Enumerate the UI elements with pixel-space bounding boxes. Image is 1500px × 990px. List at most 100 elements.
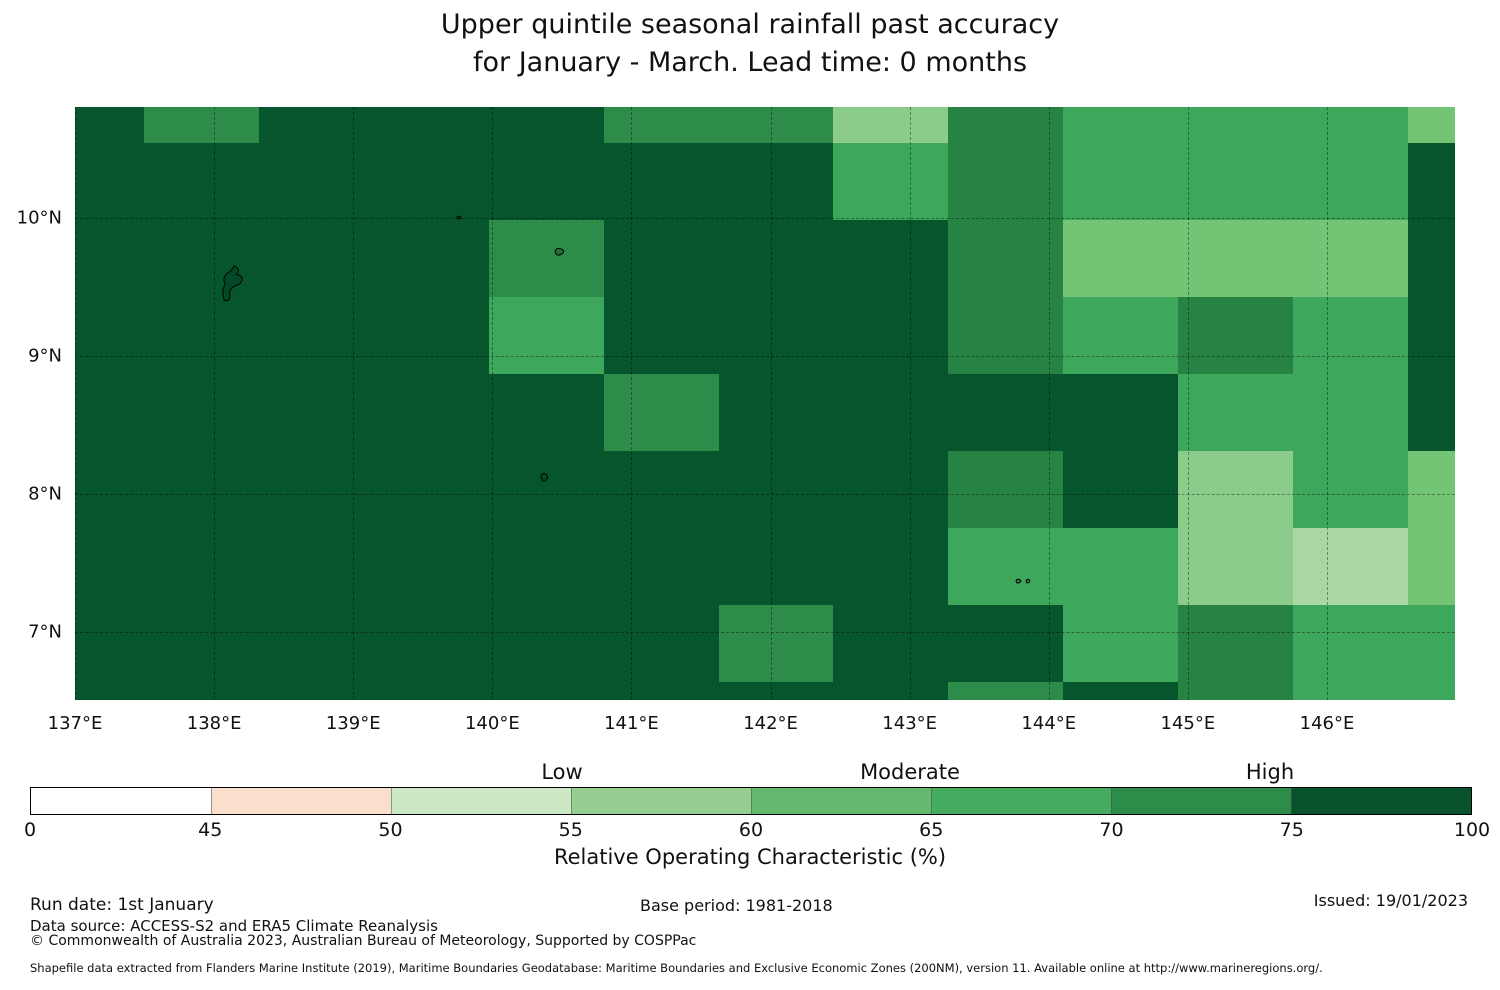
colorbar-tick-label: 60 xyxy=(738,819,764,841)
colorbar-segment xyxy=(391,788,571,814)
map-grid-cell xyxy=(948,681,1064,700)
map-grid-cell xyxy=(718,219,834,297)
map-grid-cell xyxy=(1178,450,1294,528)
map-grid-cell xyxy=(603,296,719,374)
graticule-meridian xyxy=(909,107,911,700)
map-grid-cell xyxy=(488,219,604,297)
map-grid-cell xyxy=(373,296,489,374)
map-grid-cell xyxy=(258,373,374,451)
map-grid-cell xyxy=(488,107,604,143)
map-grid-cell xyxy=(488,373,604,451)
map-grid-cell xyxy=(258,681,374,700)
colorbar-tick-label: 50 xyxy=(378,819,403,841)
map-grid-cell xyxy=(833,681,949,700)
map-grid-cell xyxy=(373,107,489,143)
x-tick-label: 143°E xyxy=(882,713,938,734)
graticule-meridian xyxy=(1327,107,1329,700)
map-grid-cell xyxy=(75,681,144,700)
colorbar-tick-label: 100 xyxy=(1453,819,1491,841)
map-grid-cell xyxy=(718,527,834,605)
map-grid-cell xyxy=(1063,681,1179,700)
graticule-meridian xyxy=(214,107,216,700)
map-grid-cell xyxy=(1293,143,1408,220)
x-tick-label: 142°E xyxy=(743,713,798,734)
colorbar xyxy=(30,787,1472,815)
map-grid-cell xyxy=(833,373,949,451)
x-tick-label: 138°E xyxy=(186,713,242,734)
graticule-parallel xyxy=(75,494,1455,495)
x-tick-label: 137°E xyxy=(47,713,103,734)
map-grid-cell xyxy=(373,604,489,682)
map-grid-cell xyxy=(1293,296,1408,374)
shapefile-attribution-text: Shapefile data extracted from Flanders M… xyxy=(30,961,1323,975)
graticule-meridian xyxy=(353,107,355,700)
y-tick-label: 7°N xyxy=(28,621,62,643)
issued-date-text: Issued: 19/01/2023 xyxy=(1313,891,1468,910)
graticule-meridian xyxy=(1048,107,1050,700)
colorbar-segment xyxy=(571,788,751,814)
colorbar-tick-label: 65 xyxy=(919,819,944,841)
map-grid-cell xyxy=(488,450,604,528)
y-tick-label: 10°N xyxy=(16,207,62,229)
map-grid-cell xyxy=(833,219,949,297)
map-grid-cell xyxy=(1063,450,1179,528)
x-tick-label: 141°E xyxy=(604,713,659,734)
map-grid-cell xyxy=(718,604,834,682)
colorbar-segment xyxy=(31,788,211,814)
graticule-parallel xyxy=(75,356,1455,358)
map-grid-cell xyxy=(948,450,1064,528)
map-grid-cell xyxy=(948,107,1064,143)
map-grid-cell xyxy=(1178,681,1294,700)
graticule-meridian xyxy=(492,107,494,700)
colorbar-segment xyxy=(211,788,391,814)
map-grid-cell xyxy=(948,604,1064,682)
map-grid-cell xyxy=(258,296,374,374)
map-grid-cell xyxy=(258,219,374,297)
colorbar-region-label: High xyxy=(1245,760,1295,784)
map-grid-cell xyxy=(1407,604,1455,682)
map-grid-cell xyxy=(488,604,604,682)
map-grid-cell xyxy=(488,527,604,605)
map-grid-cell xyxy=(948,527,1064,605)
map-grid-cell xyxy=(1407,107,1455,143)
map-grid-cell xyxy=(833,296,949,374)
map-grid-cell xyxy=(373,219,489,297)
map-grid-cell xyxy=(75,604,144,682)
map-grid-cell xyxy=(833,107,949,143)
map-grid-cell xyxy=(1407,681,1455,700)
map-grid-cell xyxy=(833,143,949,220)
map-grid-cell xyxy=(1063,527,1179,605)
map-grid-cell xyxy=(718,373,834,451)
x-tick-label: 145°E xyxy=(1160,713,1216,734)
map-grid-cell xyxy=(373,527,489,605)
map-grid-cell xyxy=(258,527,374,605)
map-grid-cell xyxy=(948,296,1064,374)
map-grid-cell xyxy=(1407,450,1455,528)
graticule-parallel xyxy=(75,631,1455,633)
map-grid-cell xyxy=(75,219,144,297)
map-grid-cell xyxy=(948,143,1064,220)
map-grid-cell xyxy=(603,450,719,528)
base-period-text: Base period: 1981-2018 xyxy=(640,896,833,915)
map-grid-cell xyxy=(1178,373,1294,451)
colorbar-tick-label: 45 xyxy=(198,819,223,841)
map-grid-cell xyxy=(258,604,374,682)
map-grid-cell xyxy=(603,143,719,220)
colorbar-axis-label: Relative Operating Characteristic (%) xyxy=(553,845,947,869)
map-grid-cell xyxy=(1063,296,1179,374)
map-grid-cell xyxy=(144,681,259,700)
x-tick-label: 140°E xyxy=(464,713,520,734)
map-grid-cell xyxy=(373,450,489,528)
map-grid-cell xyxy=(258,450,374,528)
map-grid-cell xyxy=(75,450,144,528)
map-grid-cell xyxy=(718,296,834,374)
map-grid-cell xyxy=(948,373,1064,451)
map-grid-cell xyxy=(833,527,949,605)
map-grid-cell xyxy=(144,373,259,451)
map-grid-cell xyxy=(718,107,834,143)
map-grid-cell xyxy=(1178,143,1294,220)
map-grid-cell xyxy=(75,107,144,143)
map-grid-cell xyxy=(75,143,144,220)
map-grid-cell xyxy=(144,527,259,605)
map-plot-area xyxy=(75,107,1455,700)
